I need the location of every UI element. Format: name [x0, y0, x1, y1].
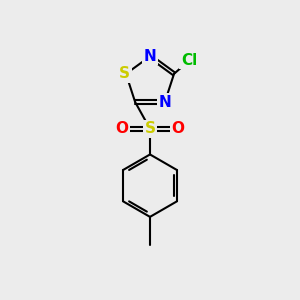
- Text: Cl: Cl: [181, 53, 197, 68]
- Text: O: O: [115, 121, 128, 136]
- Text: S: S: [119, 66, 130, 81]
- Text: N: N: [158, 94, 171, 110]
- Text: O: O: [172, 121, 185, 136]
- Text: N: N: [144, 49, 156, 64]
- Text: S: S: [145, 121, 155, 136]
